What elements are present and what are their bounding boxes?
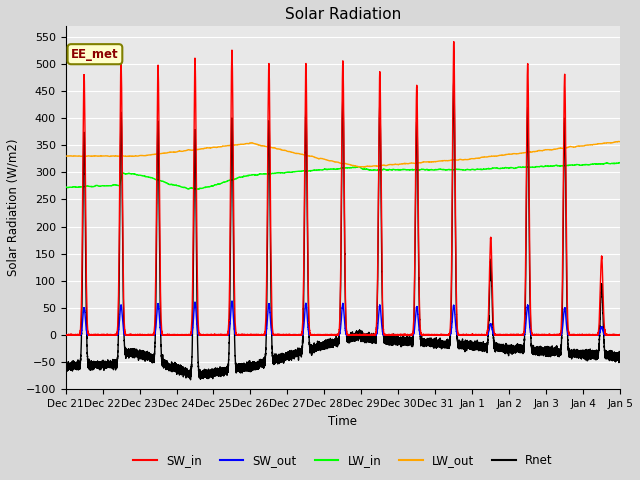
LW_out — [616, 139, 624, 144]
Rnet — [479, 342, 486, 348]
Rnet — [616, 353, 624, 359]
SW_in — [515, 332, 523, 338]
SW_out — [616, 332, 624, 338]
LW_in — [193, 186, 201, 192]
LW_in — [479, 167, 486, 172]
SW_out — [416, 330, 424, 336]
SW_out — [91, 332, 99, 338]
LW_out — [416, 160, 424, 166]
Rnet — [515, 347, 523, 352]
SW_in — [61, 332, 69, 338]
LW_in — [91, 183, 99, 189]
SW_out — [61, 332, 69, 338]
LW_out — [493, 153, 501, 159]
LW_in — [416, 167, 424, 173]
LW_out — [614, 139, 622, 144]
SW_in — [450, 39, 458, 45]
Line: SW_in: SW_in — [65, 42, 620, 335]
Rnet — [493, 343, 501, 349]
SW_in — [91, 332, 99, 338]
SW_in — [508, 332, 515, 338]
SW_in — [479, 332, 486, 338]
LW_in — [616, 160, 623, 166]
SW_out — [515, 332, 523, 338]
Rnet — [416, 318, 424, 324]
Rnet — [91, 362, 99, 368]
LW_out — [508, 151, 515, 157]
Rnet — [508, 342, 515, 348]
Rnet — [450, 79, 458, 84]
SW_in — [416, 309, 424, 314]
SW_in — [616, 332, 624, 338]
LW_out — [515, 151, 523, 156]
SW_out — [479, 332, 486, 338]
LW_out — [479, 155, 486, 160]
LW_in — [508, 165, 515, 170]
SW_out — [228, 298, 236, 304]
LW_in — [493, 166, 501, 171]
LW_out — [360, 164, 368, 170]
Legend: SW_in, SW_out, LW_in, LW_out, Rnet: SW_in, SW_out, LW_in, LW_out, Rnet — [128, 450, 557, 472]
SW_in — [493, 332, 501, 338]
Title: Solar Radiation: Solar Radiation — [285, 7, 401, 22]
Y-axis label: Solar Radiation (W/m2): Solar Radiation (W/m2) — [7, 139, 20, 276]
Text: EE_met: EE_met — [71, 48, 119, 60]
Line: LW_out: LW_out — [65, 142, 620, 167]
SW_in — [62, 332, 70, 338]
LW_out — [91, 153, 99, 159]
Rnet — [187, 377, 195, 383]
LW_in — [515, 164, 523, 170]
SW_out — [62, 332, 70, 338]
Line: Rnet: Rnet — [65, 82, 620, 380]
Rnet — [61, 362, 69, 368]
LW_in — [61, 184, 69, 190]
SW_out — [493, 332, 501, 338]
Line: SW_out: SW_out — [65, 301, 620, 335]
Line: LW_in: LW_in — [65, 163, 620, 189]
SW_out — [508, 332, 515, 338]
X-axis label: Time: Time — [328, 415, 357, 428]
LW_in — [616, 160, 624, 166]
LW_out — [61, 153, 69, 159]
